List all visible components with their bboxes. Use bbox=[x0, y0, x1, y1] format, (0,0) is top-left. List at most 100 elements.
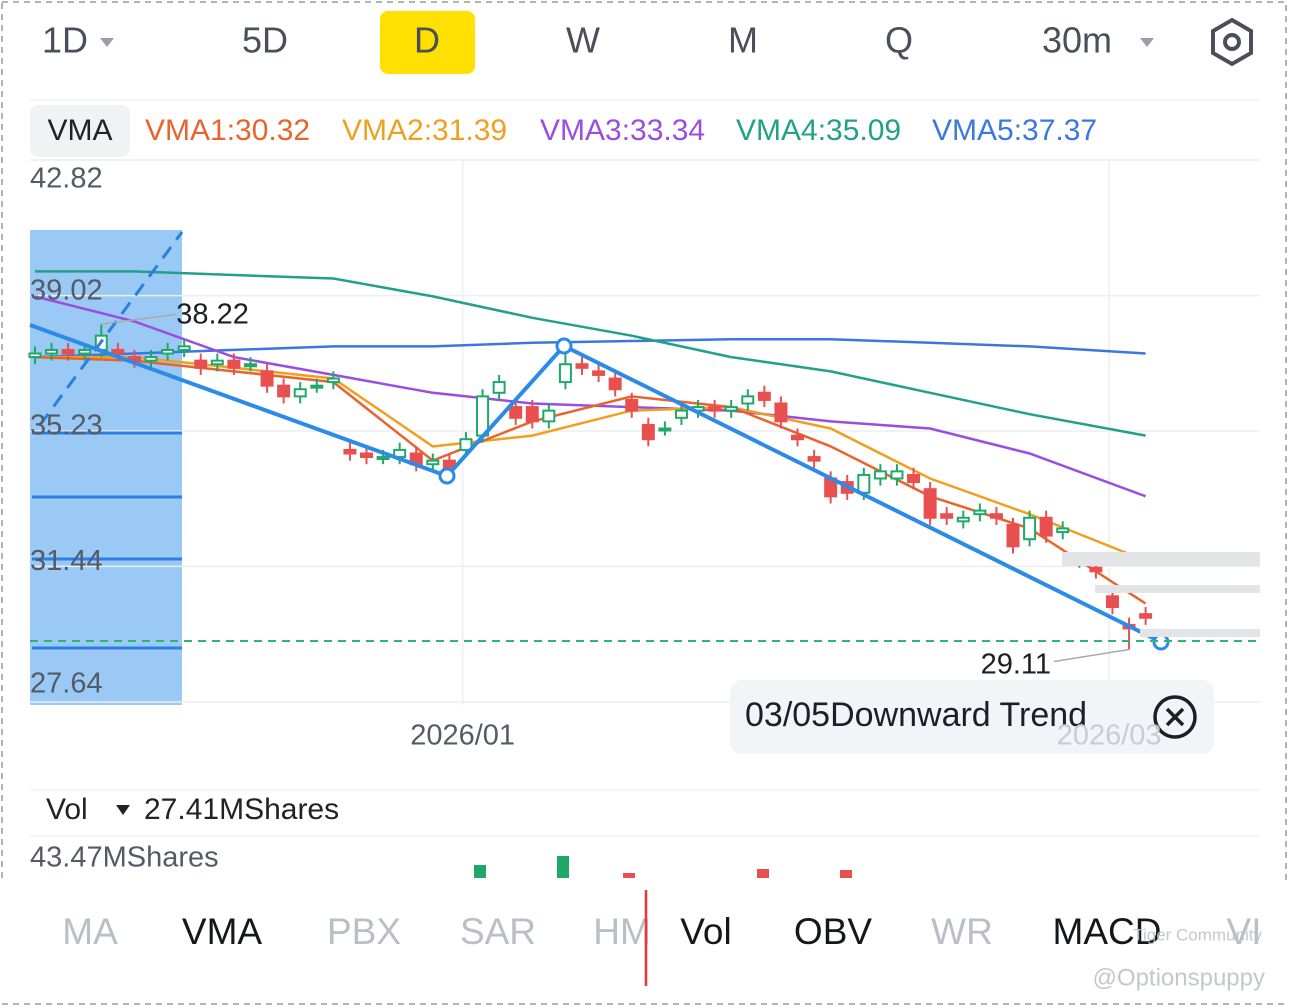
low-label: 29.11 bbox=[981, 649, 1051, 681]
popup-box bbox=[730, 680, 1214, 754]
indicator-tab[interactable]: Vol bbox=[680, 911, 731, 952]
selection-area bbox=[30, 230, 182, 705]
candle-body bbox=[28, 352, 42, 359]
period-tab[interactable]: W bbox=[566, 20, 600, 61]
indicator-tab[interactable]: OBV bbox=[794, 911, 872, 952]
candle-body bbox=[442, 459, 456, 469]
candle-body bbox=[658, 427, 672, 432]
indicator-tab[interactable]: VI bbox=[1227, 911, 1262, 952]
period-tab[interactable]: 5D bbox=[242, 20, 288, 61]
candle-body bbox=[674, 409, 688, 419]
y-tick-label: 31.44 bbox=[30, 545, 103, 577]
candle-body bbox=[807, 456, 821, 462]
volume-bar bbox=[757, 869, 769, 878]
price-zone bbox=[1095, 585, 1260, 593]
dropdown-arrow bbox=[116, 805, 130, 815]
volume-bar bbox=[474, 865, 486, 878]
settings-icon[interactable] bbox=[1211, 17, 1253, 67]
candle-body bbox=[989, 513, 1003, 519]
period-tab[interactable]: 1D bbox=[42, 20, 88, 61]
candle-body bbox=[144, 356, 158, 362]
period-tab[interactable]: Q bbox=[885, 20, 913, 61]
candle-body bbox=[1023, 516, 1037, 541]
watermark: @Optionspuppy bbox=[1093, 964, 1265, 991]
candle-body bbox=[227, 359, 241, 369]
y-tick-label: 39.02 bbox=[30, 274, 103, 306]
candle-body bbox=[210, 359, 224, 366]
candle-body bbox=[1089, 566, 1103, 573]
candle-body bbox=[194, 359, 208, 369]
candle-body bbox=[592, 370, 606, 376]
indicator-tab[interactable]: PBX bbox=[327, 911, 401, 952]
dropdown-arrow bbox=[100, 38, 114, 47]
candle-body bbox=[708, 406, 722, 412]
candle-body bbox=[1139, 613, 1153, 619]
price-zone bbox=[1140, 629, 1260, 637]
x-tick-label: 2026/01 bbox=[410, 720, 515, 752]
candle-body bbox=[1105, 595, 1119, 609]
candle-body bbox=[459, 438, 473, 451]
candle-body bbox=[575, 363, 589, 369]
candle-body bbox=[907, 473, 921, 484]
legend-item: VMA5:37.37 bbox=[932, 114, 1097, 147]
active-tab bbox=[380, 11, 475, 74]
popup[interactable]: 03/05Downward Trend bbox=[730, 680, 1214, 754]
volume-label[interactable]: Vol bbox=[46, 793, 88, 826]
annotation-leader bbox=[101, 313, 177, 325]
dropdown-arrow bbox=[1140, 38, 1154, 47]
trend-node[interactable] bbox=[438, 467, 456, 485]
candle-body bbox=[343, 448, 357, 455]
x-tick-label: 2026/03 bbox=[1057, 720, 1162, 752]
candle-body bbox=[326, 377, 340, 384]
candle-body bbox=[45, 348, 59, 355]
candle-body bbox=[641, 423, 655, 441]
candle-body bbox=[177, 345, 191, 351]
annotation-leader bbox=[1053, 648, 1130, 663]
legend-item: VMA4:35.09 bbox=[736, 114, 901, 147]
candle-body bbox=[260, 370, 274, 387]
volume-axis-label: 43.47MShares bbox=[30, 842, 219, 874]
indicator-tab[interactable]: SAR bbox=[460, 911, 536, 952]
volume-bar bbox=[623, 873, 635, 878]
trend-node[interactable] bbox=[555, 337, 573, 355]
indicator-tab[interactable]: HM bbox=[593, 911, 651, 952]
legend-item: VMA1:30.32 bbox=[145, 114, 310, 147]
candle-body bbox=[161, 348, 175, 355]
candle-body bbox=[111, 348, 125, 355]
legend-label: VMA bbox=[47, 114, 112, 147]
legend-chip[interactable] bbox=[30, 105, 130, 157]
volume-bar bbox=[557, 856, 569, 878]
candle-body bbox=[78, 348, 92, 355]
high-label: 38.22 bbox=[176, 299, 249, 331]
indicator-tab[interactable]: MACD bbox=[1053, 911, 1162, 952]
close-x bbox=[1165, 707, 1185, 727]
drawings bbox=[29, 231, 1260, 651]
period-tab[interactable]: M bbox=[728, 20, 758, 61]
candle-body bbox=[492, 381, 506, 394]
indicator-tab[interactable]: MA bbox=[62, 911, 118, 952]
candle-body bbox=[973, 509, 987, 516]
candle-body bbox=[940, 513, 954, 519]
candle-body bbox=[774, 402, 788, 423]
indicator-tab[interactable]: VMA bbox=[182, 911, 263, 952]
ma-line bbox=[34, 295, 1147, 498]
period-tab[interactable]: 30m bbox=[1042, 20, 1112, 61]
candle-body bbox=[757, 391, 771, 401]
candle-body bbox=[890, 470, 904, 480]
candle-body bbox=[277, 384, 291, 398]
candle-body bbox=[741, 395, 755, 405]
candle-body bbox=[243, 363, 257, 368]
legend-item: VMA2:31.39 bbox=[342, 114, 507, 147]
volume-value: 27.41MShares bbox=[144, 793, 339, 826]
indicator-tab[interactable]: WR bbox=[931, 911, 993, 952]
close-icon[interactable] bbox=[1153, 695, 1197, 739]
period-tab[interactable]: D bbox=[414, 20, 440, 61]
candle-body bbox=[791, 434, 805, 441]
popup-text: 03/05Downward Trend bbox=[745, 696, 1087, 734]
candle-body bbox=[310, 384, 324, 389]
candle-body bbox=[923, 488, 937, 519]
draw-dashed bbox=[38, 231, 184, 426]
candles bbox=[28, 270, 1153, 650]
candle-body bbox=[525, 406, 539, 423]
y-tick-label: 35.23 bbox=[30, 410, 103, 442]
